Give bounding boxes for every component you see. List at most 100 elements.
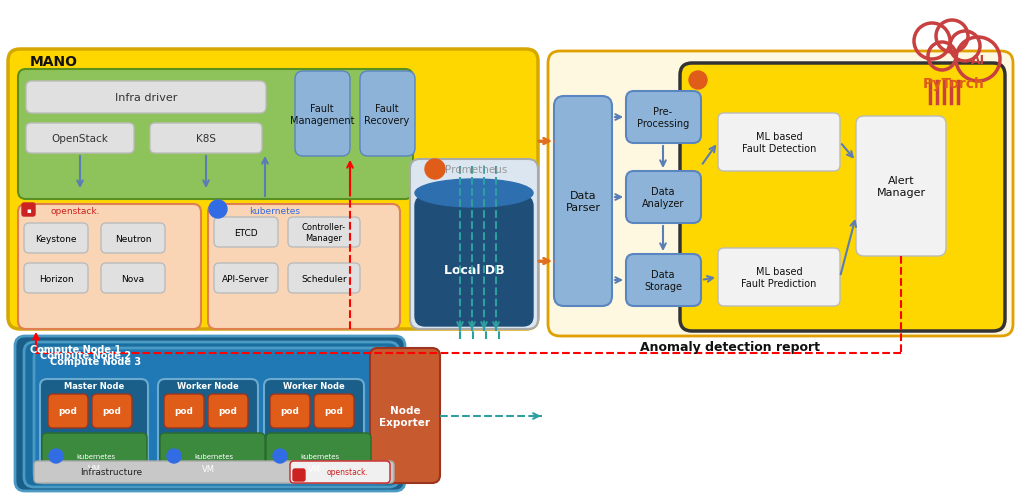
FancyBboxPatch shape bbox=[24, 342, 399, 487]
Text: Compute Node 1: Compute Node 1 bbox=[30, 344, 121, 354]
FancyBboxPatch shape bbox=[293, 469, 305, 481]
Text: pod: pod bbox=[58, 407, 78, 416]
Text: pod: pod bbox=[281, 407, 299, 416]
Text: Horizon: Horizon bbox=[39, 274, 74, 283]
Text: ML based
Fault Prediction: ML based Fault Prediction bbox=[741, 267, 817, 288]
Text: Pre-
Processing: Pre- Processing bbox=[637, 107, 689, 129]
FancyBboxPatch shape bbox=[415, 196, 534, 326]
FancyBboxPatch shape bbox=[208, 204, 400, 329]
FancyBboxPatch shape bbox=[360, 72, 415, 157]
FancyBboxPatch shape bbox=[24, 264, 88, 294]
Text: Worker Node: Worker Node bbox=[283, 382, 345, 391]
Text: ▪: ▪ bbox=[27, 207, 32, 213]
FancyBboxPatch shape bbox=[314, 394, 354, 428]
Text: Alert
Manager: Alert Manager bbox=[877, 176, 926, 197]
Text: pod: pod bbox=[174, 407, 194, 416]
Circle shape bbox=[273, 449, 287, 463]
Text: Data
Parser: Data Parser bbox=[565, 191, 600, 212]
Text: pod: pod bbox=[218, 407, 238, 416]
FancyBboxPatch shape bbox=[15, 336, 406, 491]
FancyBboxPatch shape bbox=[290, 461, 390, 483]
Text: Worker Node: Worker Node bbox=[177, 382, 239, 391]
FancyBboxPatch shape bbox=[214, 217, 278, 247]
FancyBboxPatch shape bbox=[410, 160, 538, 329]
Circle shape bbox=[167, 449, 181, 463]
FancyBboxPatch shape bbox=[554, 97, 612, 307]
Text: Infrastructure: Infrastructure bbox=[80, 467, 142, 476]
Text: kubernetes: kubernetes bbox=[76, 453, 115, 459]
FancyBboxPatch shape bbox=[22, 203, 35, 216]
Text: Keystone: Keystone bbox=[35, 234, 77, 243]
Circle shape bbox=[689, 72, 707, 90]
Text: Master Node: Master Node bbox=[63, 382, 124, 391]
Text: VM: VM bbox=[307, 464, 321, 473]
FancyBboxPatch shape bbox=[92, 394, 132, 428]
Text: ML based
Fault Detection: ML based Fault Detection bbox=[741, 132, 816, 153]
Text: Neutron: Neutron bbox=[115, 234, 152, 243]
FancyBboxPatch shape bbox=[18, 70, 413, 199]
Text: Data
Analyzer: Data Analyzer bbox=[642, 187, 684, 208]
Circle shape bbox=[425, 160, 445, 180]
Text: OpenStack: OpenStack bbox=[51, 134, 109, 144]
Text: pod: pod bbox=[102, 407, 122, 416]
FancyBboxPatch shape bbox=[626, 255, 701, 307]
Text: Prometheus: Prometheus bbox=[444, 165, 507, 175]
Text: Infra driver: Infra driver bbox=[115, 93, 177, 103]
FancyBboxPatch shape bbox=[288, 264, 360, 294]
Text: PyTorch: PyTorch bbox=[923, 77, 985, 91]
FancyBboxPatch shape bbox=[856, 117, 946, 257]
FancyBboxPatch shape bbox=[626, 172, 701, 223]
Text: pod: pod bbox=[325, 407, 343, 416]
Text: kubernetes: kubernetes bbox=[300, 453, 339, 459]
FancyBboxPatch shape bbox=[718, 248, 840, 307]
Text: ETCD: ETCD bbox=[234, 228, 258, 237]
FancyBboxPatch shape bbox=[680, 64, 1005, 331]
Text: VM: VM bbox=[202, 464, 214, 473]
Text: Data
Storage: Data Storage bbox=[644, 270, 682, 291]
Text: kubernetes: kubernetes bbox=[250, 206, 300, 215]
Text: openstack.: openstack. bbox=[50, 206, 99, 215]
FancyBboxPatch shape bbox=[160, 433, 265, 479]
Text: Scheduler: Scheduler bbox=[301, 274, 347, 283]
Text: Local DB: Local DB bbox=[443, 263, 504, 276]
FancyBboxPatch shape bbox=[264, 379, 364, 479]
Circle shape bbox=[49, 449, 63, 463]
FancyBboxPatch shape bbox=[270, 394, 310, 428]
FancyBboxPatch shape bbox=[370, 348, 440, 483]
Text: kubernetes: kubernetes bbox=[194, 453, 233, 459]
Text: API-Server: API-Server bbox=[222, 274, 269, 283]
Text: Fault
Recovery: Fault Recovery bbox=[365, 104, 410, 126]
Text: K8S: K8S bbox=[196, 134, 216, 144]
FancyBboxPatch shape bbox=[48, 394, 88, 428]
FancyBboxPatch shape bbox=[295, 72, 350, 157]
FancyBboxPatch shape bbox=[42, 433, 147, 479]
FancyBboxPatch shape bbox=[34, 348, 394, 483]
FancyBboxPatch shape bbox=[266, 433, 371, 479]
FancyBboxPatch shape bbox=[288, 217, 360, 247]
FancyBboxPatch shape bbox=[208, 394, 248, 428]
FancyBboxPatch shape bbox=[34, 461, 394, 483]
FancyBboxPatch shape bbox=[164, 394, 204, 428]
Text: Compute Node 3: Compute Node 3 bbox=[50, 356, 141, 366]
Text: AI: AI bbox=[971, 54, 985, 66]
Text: MANO: MANO bbox=[30, 55, 78, 69]
FancyBboxPatch shape bbox=[18, 204, 201, 329]
FancyBboxPatch shape bbox=[8, 50, 538, 329]
FancyBboxPatch shape bbox=[101, 223, 165, 254]
FancyBboxPatch shape bbox=[214, 264, 278, 294]
Text: VM: VM bbox=[87, 464, 100, 473]
FancyBboxPatch shape bbox=[158, 379, 258, 479]
FancyBboxPatch shape bbox=[718, 114, 840, 172]
Text: openstack.: openstack. bbox=[327, 467, 369, 476]
FancyBboxPatch shape bbox=[150, 124, 262, 154]
FancyBboxPatch shape bbox=[101, 264, 165, 294]
FancyBboxPatch shape bbox=[26, 82, 266, 114]
Ellipse shape bbox=[415, 180, 534, 207]
Text: Nova: Nova bbox=[122, 274, 144, 283]
FancyBboxPatch shape bbox=[626, 92, 701, 144]
FancyBboxPatch shape bbox=[26, 124, 134, 154]
Text: Compute Node 2: Compute Node 2 bbox=[40, 350, 131, 360]
Text: Anomaly detection report: Anomaly detection report bbox=[640, 340, 820, 353]
Text: Node
Exporter: Node Exporter bbox=[380, 405, 430, 427]
Circle shape bbox=[209, 200, 227, 218]
